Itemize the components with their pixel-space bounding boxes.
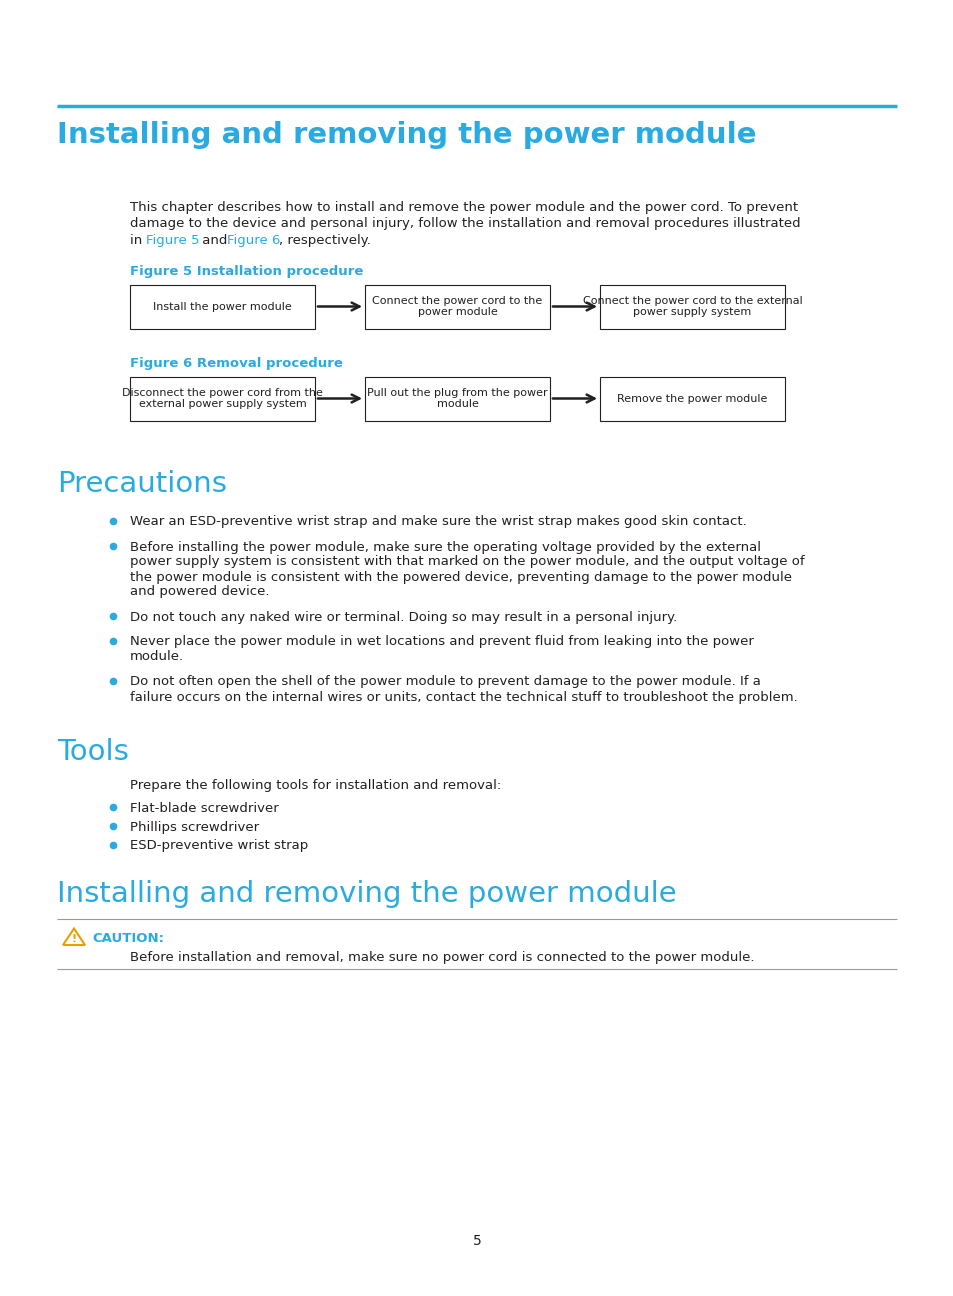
Text: Installing and removing the power module: Installing and removing the power module — [57, 121, 756, 149]
FancyBboxPatch shape — [365, 285, 550, 328]
Text: 5: 5 — [472, 1234, 481, 1248]
Text: module.: module. — [130, 651, 184, 664]
Text: failure occurs on the internal wires or units, contact the technical stuff to tr: failure occurs on the internal wires or … — [130, 691, 797, 704]
FancyBboxPatch shape — [599, 285, 784, 328]
Text: Never place the power module in wet locations and prevent fluid from leaking int: Never place the power module in wet loca… — [130, 635, 753, 648]
Text: Flat-blade screwdriver: Flat-blade screwdriver — [130, 801, 278, 814]
FancyBboxPatch shape — [130, 285, 314, 328]
FancyBboxPatch shape — [599, 377, 784, 420]
Text: CAUTION:: CAUTION: — [91, 932, 164, 945]
Text: Connect the power cord to the external
power supply system: Connect the power cord to the external p… — [582, 295, 801, 318]
Text: Wear an ESD-preventive wrist strap and make sure the wrist strap makes good skin: Wear an ESD-preventive wrist strap and m… — [130, 516, 746, 529]
Text: Figure 6: Figure 6 — [227, 235, 280, 248]
Text: , respectively.: , respectively. — [278, 235, 371, 248]
Text: Phillips screwdriver: Phillips screwdriver — [130, 820, 259, 833]
Text: Remove the power module: Remove the power module — [617, 394, 767, 403]
FancyBboxPatch shape — [130, 377, 314, 420]
Text: Tools: Tools — [57, 737, 129, 766]
Text: damage to the device and personal injury, follow the installation and removal pr: damage to the device and personal injury… — [130, 218, 800, 231]
Text: and: and — [198, 235, 232, 248]
Text: !: ! — [71, 933, 76, 943]
Text: Install the power module: Install the power module — [153, 302, 292, 311]
Text: Figure 6 Removal procedure: Figure 6 Removal procedure — [130, 356, 342, 369]
Text: Pull out the plug from the power
module: Pull out the plug from the power module — [367, 388, 547, 410]
Text: Do not often open the shell of the power module to prevent damage to the power m: Do not often open the shell of the power… — [130, 675, 760, 688]
Text: the power module is consistent with the powered device, preventing damage to the: the power module is consistent with the … — [130, 570, 791, 583]
Text: in: in — [130, 235, 147, 248]
Text: This chapter describes how to install and remove the power module and the power : This chapter describes how to install an… — [130, 201, 798, 214]
Text: and powered device.: and powered device. — [130, 586, 269, 599]
Text: Do not touch any naked wire or terminal. Doing so may result in a personal injur: Do not touch any naked wire or terminal.… — [130, 610, 677, 623]
Text: Connect the power cord to the
power module: Connect the power cord to the power modu… — [372, 295, 542, 318]
Text: Figure 5: Figure 5 — [146, 235, 199, 248]
FancyBboxPatch shape — [365, 377, 550, 420]
Text: Prepare the following tools for installation and removal:: Prepare the following tools for installa… — [130, 779, 500, 792]
Text: Before installing the power module, make sure the operating voltage provided by : Before installing the power module, make… — [130, 540, 760, 553]
Text: Precautions: Precautions — [57, 470, 227, 499]
Text: Disconnect the power cord from the
external power supply system: Disconnect the power cord from the exter… — [122, 388, 323, 410]
Text: Installing and removing the power module: Installing and removing the power module — [57, 880, 676, 908]
Text: power supply system is consistent with that marked on the power module, and the : power supply system is consistent with t… — [130, 556, 803, 569]
Text: Before installation and removal, make sure no power cord is connected to the pow: Before installation and removal, make su… — [130, 950, 754, 963]
Text: Figure 5 Installation procedure: Figure 5 Installation procedure — [130, 264, 363, 277]
Text: ESD-preventive wrist strap: ESD-preventive wrist strap — [130, 840, 308, 853]
